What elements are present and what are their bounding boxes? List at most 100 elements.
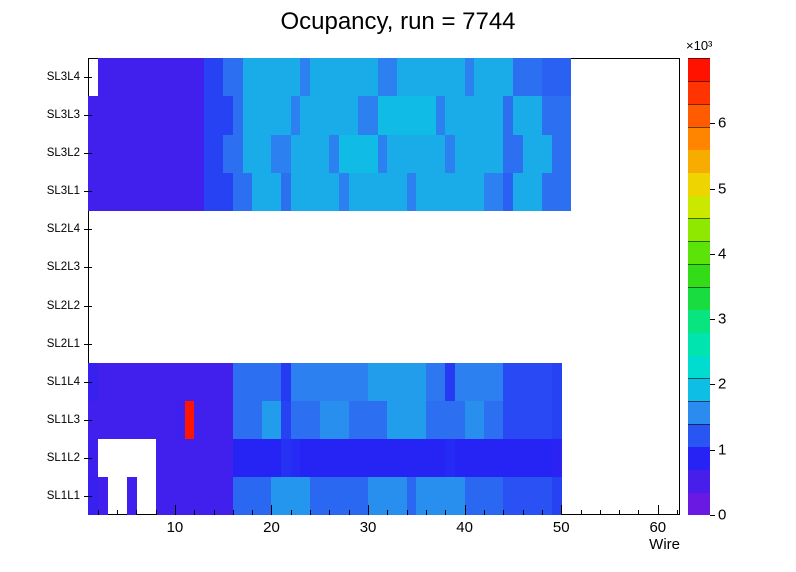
colorbar-level [688, 286, 710, 310]
heatmap-cell [213, 134, 224, 173]
heatmap-cell [426, 476, 437, 516]
heatmap-cell [242, 438, 253, 478]
heatmap-cell [107, 58, 118, 97]
heatmap-cell [136, 362, 147, 402]
colorbar-tick [710, 449, 715, 451]
heatmap-cell [348, 476, 359, 516]
heatmap-cell [493, 362, 504, 402]
heatmap-cell [281, 476, 292, 516]
x-axis-tick-label: 10 [166, 519, 184, 536]
heatmap-cell [252, 400, 263, 440]
heatmap-cell [397, 134, 408, 173]
heatmap-cell [290, 58, 302, 97]
heatmap-cell [348, 172, 359, 211]
x-axis-minor-tick [483, 510, 485, 515]
heatmap-cell [213, 172, 224, 211]
colorbar-level [688, 446, 710, 470]
heatmap-cell [165, 438, 176, 478]
heatmap-cell [97, 96, 108, 135]
heatmap-cell [252, 96, 263, 135]
colorbar-tick [710, 319, 715, 321]
heatmap-cell [445, 172, 456, 211]
heatmap-cell [464, 438, 475, 478]
heatmap-cell [145, 96, 157, 135]
heatmap-cell [532, 134, 543, 173]
heatmap-cell [368, 134, 379, 173]
x-axis-minor-tick [310, 510, 312, 515]
colorbar-tick-label: 2 [718, 375, 727, 393]
heatmap-cell [223, 58, 234, 97]
heatmap-cell [358, 134, 369, 173]
heatmap-cell [213, 96, 224, 135]
heatmap-cell [300, 96, 311, 135]
colorbar-tick-label: 1 [718, 441, 727, 459]
heatmap-cell [541, 438, 553, 478]
heatmap-cell [107, 96, 118, 135]
heatmap-cell [493, 438, 504, 478]
heatmap-cell [339, 134, 350, 173]
heatmap-cell [483, 362, 495, 402]
heatmap-cell [416, 96, 427, 135]
heatmap-cell [145, 172, 157, 211]
heatmap-cell [310, 172, 321, 211]
colorbar-tick [710, 123, 715, 125]
y-axis-tick [84, 495, 92, 497]
x-axis-title: Wire [649, 536, 680, 553]
heatmap-cell [329, 438, 340, 478]
y-axis-tick [84, 229, 92, 231]
y-axis-category-label: SL2L2 [46, 299, 80, 312]
heatmap-cell [242, 134, 253, 173]
heatmap-cell [319, 476, 331, 516]
heatmap-cell [368, 172, 379, 211]
heatmap-cell [532, 362, 543, 402]
heatmap-cell [155, 438, 166, 478]
heatmap-cell [493, 476, 504, 516]
heatmap-cell [155, 476, 166, 516]
heatmap-cell [155, 362, 166, 402]
x-axis-tick-label: 40 [456, 519, 473, 536]
heatmap-cell [435, 438, 446, 478]
heatmap-cell [358, 362, 369, 402]
heatmap-cell [474, 438, 485, 478]
heatmap-cell [532, 58, 543, 97]
heatmap-cell [281, 362, 292, 402]
heatmap-cell [116, 134, 128, 173]
heatmap-cell [435, 362, 446, 402]
y-axis-category-label: SL1L4 [46, 375, 80, 388]
x-axis-minor-tick [136, 510, 138, 515]
heatmap-cell [261, 476, 273, 516]
x-axis-minor-tick [155, 510, 157, 515]
y-axis-tick [84, 191, 92, 193]
heatmap-cell [541, 400, 553, 440]
heatmap-cell [522, 476, 533, 516]
heatmap-cell [126, 58, 137, 97]
heatmap-cell [503, 58, 514, 97]
heatmap-cell [271, 96, 282, 135]
heatmap-cell [329, 58, 340, 97]
heatmap-cell [232, 58, 244, 97]
heatmap-cell [271, 476, 282, 516]
heatmap-cell [416, 438, 427, 478]
heatmap-cell [319, 96, 331, 135]
heatmap-cell [445, 438, 456, 478]
heatmap-cell [454, 134, 466, 173]
x-axis-minor-tick [426, 510, 427, 515]
heatmap-cell [474, 400, 485, 440]
y-axis-tick [84, 77, 92, 79]
heatmap-cell [223, 400, 234, 440]
x-axis-minor-tick [406, 510, 408, 515]
x-axis-minor-tick [194, 510, 196, 515]
colorbar-level [688, 263, 710, 287]
y-axis-category-label: SL3L1 [46, 185, 80, 198]
colorbar-level [688, 103, 710, 128]
heatmap-cell [300, 362, 311, 402]
heatmap-cell [406, 400, 417, 440]
heatmap-cell [319, 362, 331, 402]
heatmap-cell [435, 96, 446, 135]
heatmap-cell [368, 362, 379, 402]
heatmap-cell [397, 438, 408, 478]
heatmap-cell [464, 96, 475, 135]
y-axis-tick [84, 305, 92, 307]
colorbar-level [688, 469, 710, 493]
heatmap-cell [551, 476, 562, 516]
